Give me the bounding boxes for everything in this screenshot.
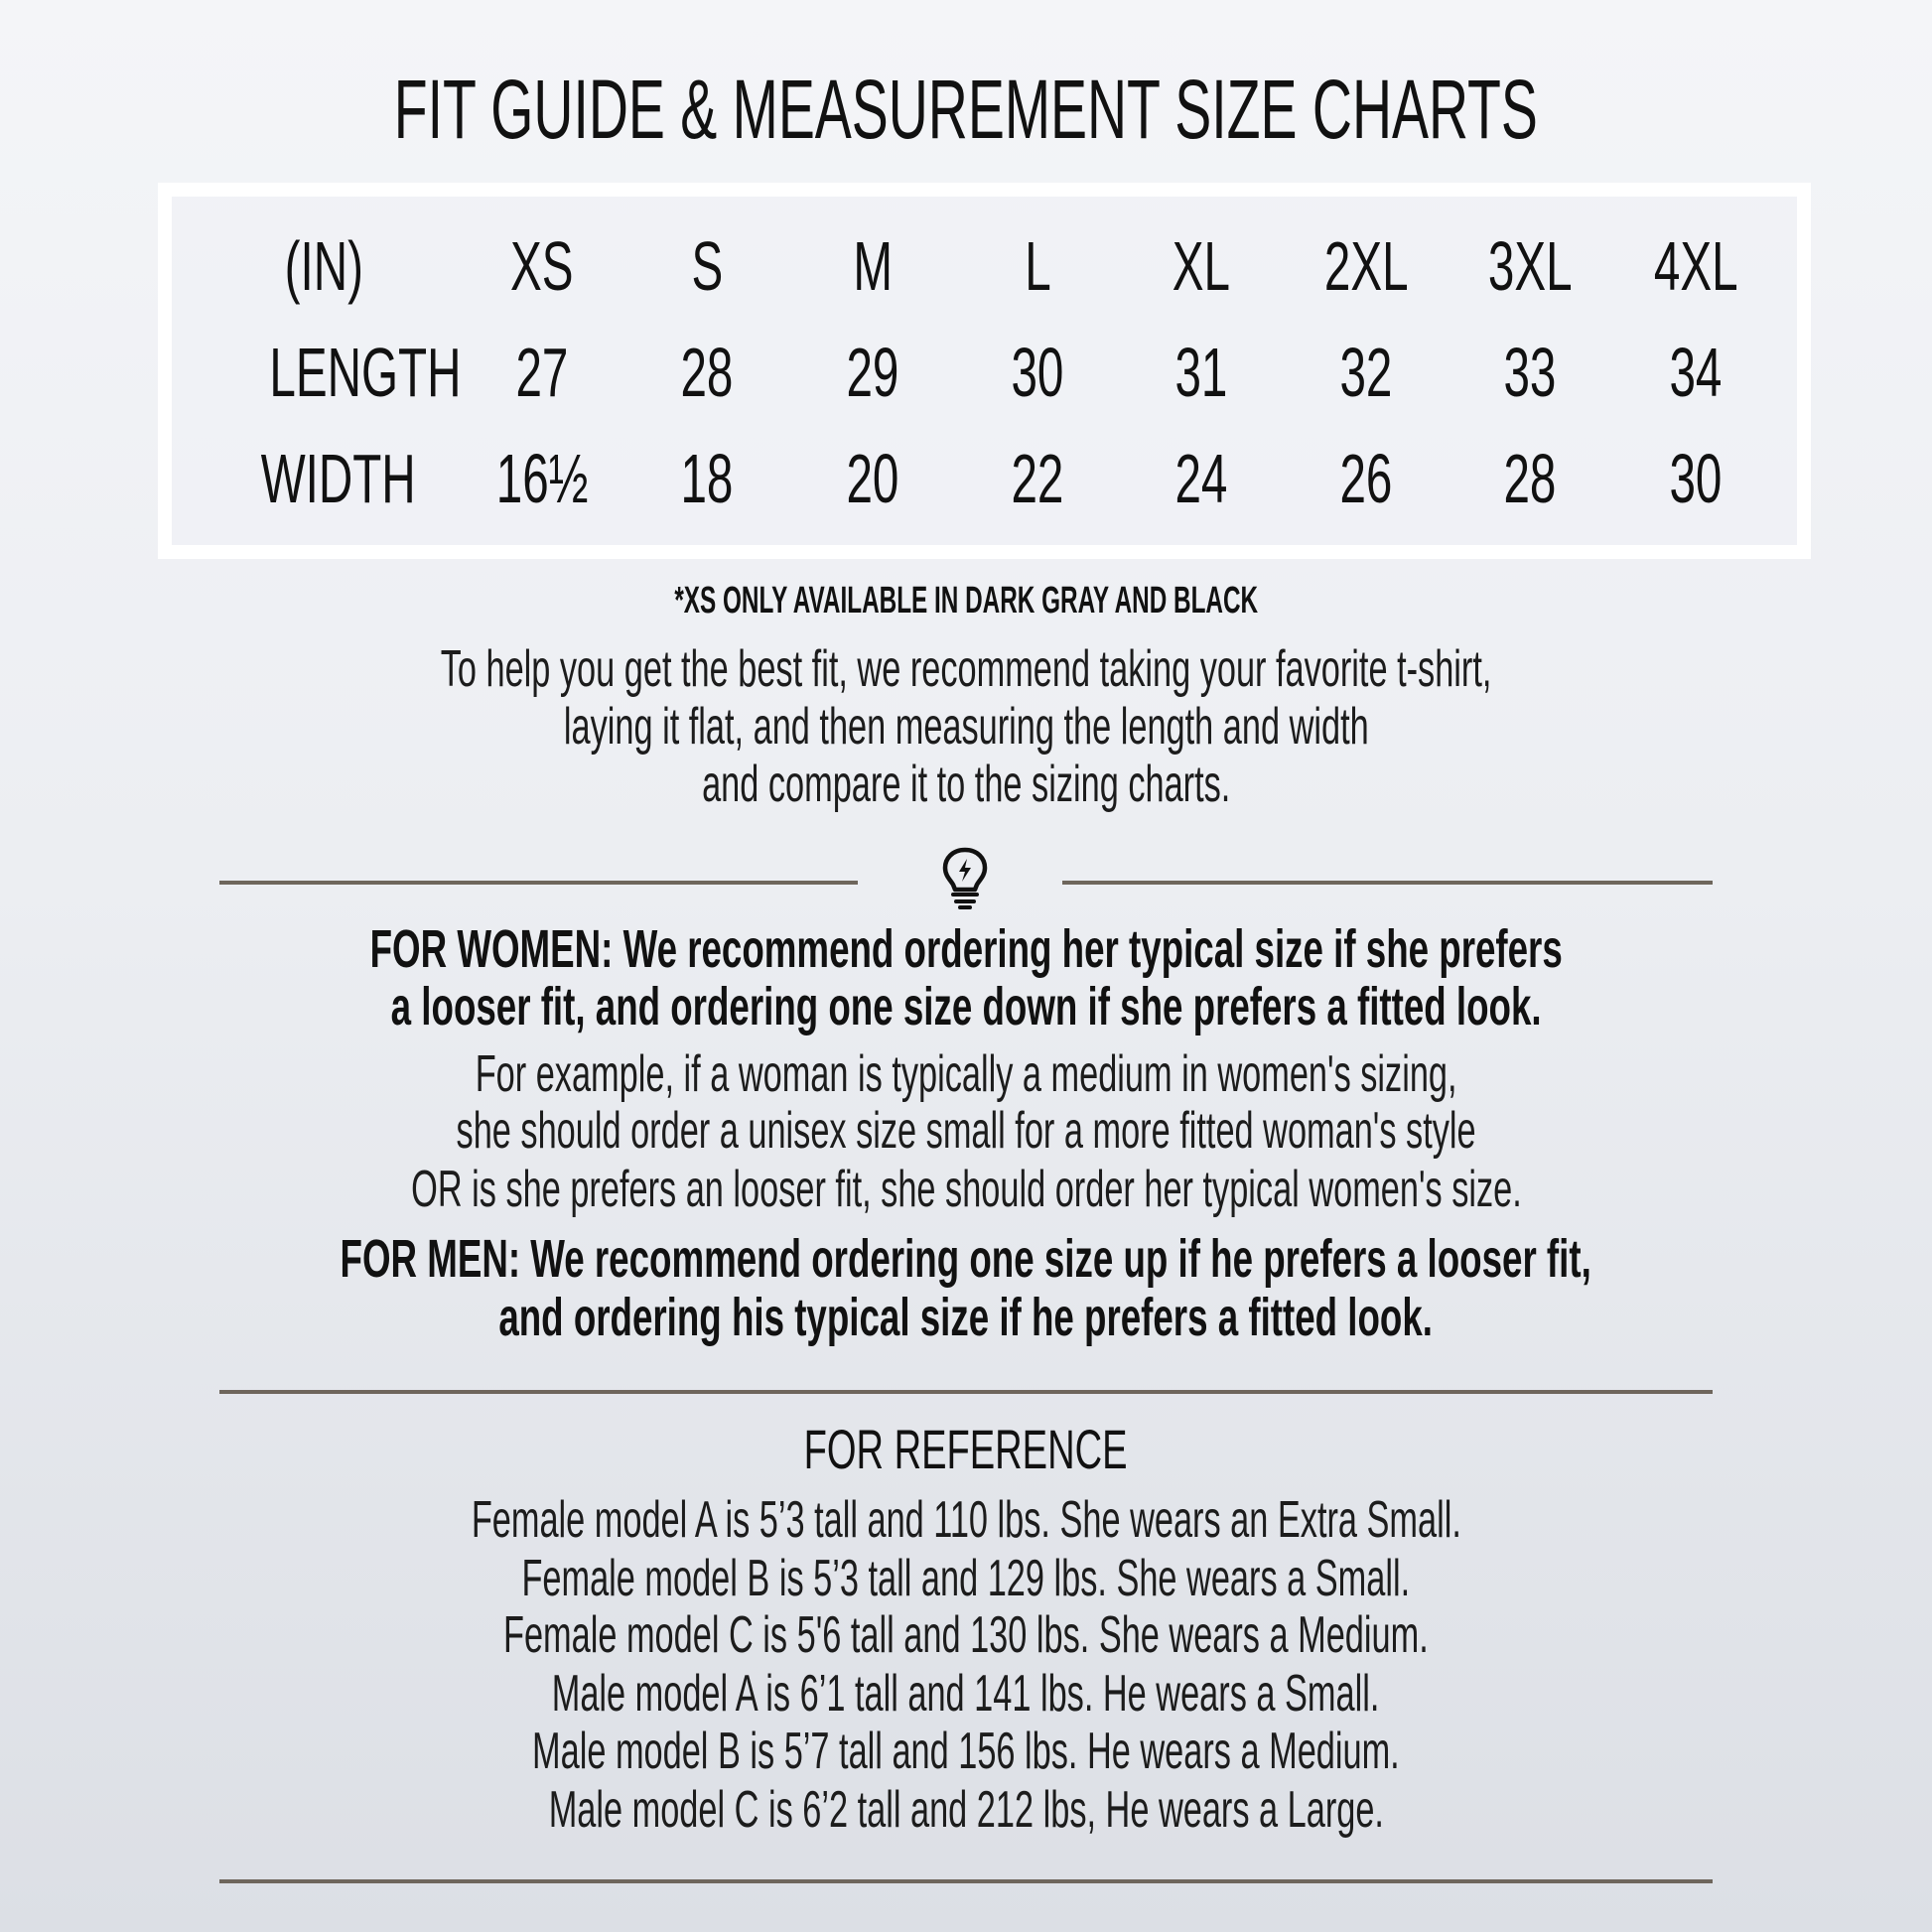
divider-right (1062, 881, 1713, 885)
table-cell: 28 (1503, 440, 1557, 517)
table-cell: 16½ (495, 440, 589, 517)
example-line: OR is she prefers an looser fit, she sho… (410, 1161, 1522, 1218)
size-header: 3XL (1487, 227, 1573, 305)
men-recommendation: and ordering his typical size if he pref… (498, 1288, 1434, 1347)
reference-line: Male model C is 6’2 tall and 212 lbs, He… (548, 1781, 1384, 1839)
table-cell: 30 (1011, 334, 1064, 411)
table-cell: 18 (680, 440, 734, 517)
table-cell: 30 (1669, 440, 1723, 517)
table-cell: 31 (1174, 334, 1228, 411)
example-line: For example, if a woman is typically a m… (475, 1045, 1457, 1103)
table-cell: 27 (515, 334, 569, 411)
reference-line: Male model B is 5’7 tall and 156 lbs. He… (532, 1723, 1400, 1780)
table-cell: 20 (846, 440, 899, 517)
divider (219, 1390, 1713, 1394)
divider-left (219, 881, 858, 885)
measurement-label: WIDTH (260, 440, 416, 517)
example-line: she should order a unisex size small for… (456, 1102, 1476, 1160)
size-header: XS (510, 227, 574, 305)
table-cell: 22 (1011, 440, 1064, 517)
measurement-label: LENGTH (269, 334, 462, 411)
women-recommendation: a looser fit, and ordering one size down… (390, 977, 1542, 1036)
size-header: 4XL (1653, 227, 1738, 305)
divider-bottom (219, 1879, 1713, 1883)
men-recommendation: FOR MEN: We recommend ordering one size … (340, 1229, 1592, 1289)
size-header: XL (1172, 227, 1231, 305)
intro-line: To help you get the best fit, we recomme… (440, 640, 1492, 698)
lightbulb-icon (942, 847, 988, 909)
size-chart-table (158, 183, 1811, 559)
reference-line: Female model B is 5’3 tall and 129 lbs. … (521, 1550, 1411, 1607)
table-cell: 32 (1339, 334, 1393, 411)
table-cell: 24 (1174, 440, 1228, 517)
table-cell: 29 (846, 334, 899, 411)
table-cell: 34 (1669, 334, 1723, 411)
reference-line: Female model C is 5'6 tall and 130 lbs. … (503, 1606, 1429, 1664)
size-header: L (1024, 227, 1051, 305)
size-header: M (853, 227, 893, 305)
intro-line: laying it flat, and then measuring the l… (563, 698, 1369, 756)
unit-header: (IN) (284, 227, 363, 305)
size-header: 2XL (1323, 227, 1409, 305)
table-cell: 26 (1339, 440, 1393, 517)
table-cell: 28 (680, 334, 734, 411)
page-title: FIT GUIDE & MEASUREMENT SIZE CHARTS (393, 63, 1539, 156)
intro-line: and compare it to the sizing charts. (701, 756, 1231, 813)
women-recommendation: FOR WOMEN: We recommend ordering her typ… (369, 919, 1563, 979)
size-header: S (691, 227, 723, 305)
xs-availability-note: *XS ONLY AVAILABLE IN DARK GRAY AND BLAC… (674, 580, 1258, 621)
table-cell: 33 (1503, 334, 1557, 411)
reference-heading: FOR REFERENCE (804, 1418, 1128, 1480)
reference-line: Male model A is 6’1 tall and 141 lbs. He… (552, 1665, 1380, 1723)
reference-line: Female model A is 5’3 tall and 110 lbs. … (471, 1491, 1461, 1549)
